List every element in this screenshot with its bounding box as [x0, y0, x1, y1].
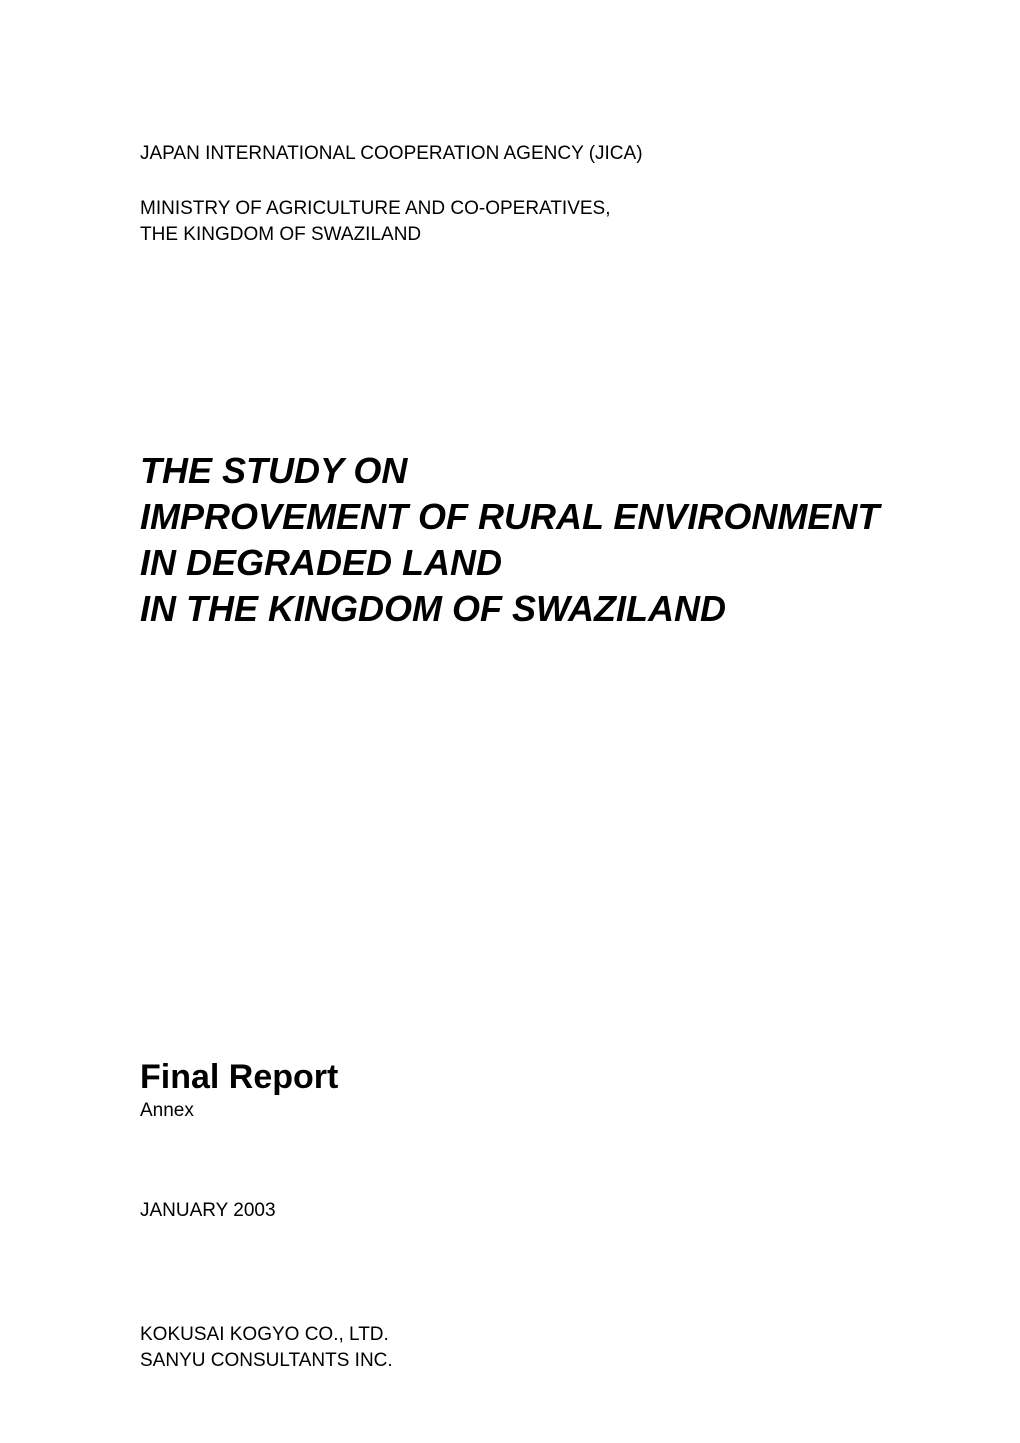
report-type-label: Final Report [140, 1058, 338, 1097]
ministry-line-1: MINISTRY OF AGRICULTURE AND CO-OPERATIVE… [140, 198, 611, 219]
company-line-1: KOKUSAI KOGYO CO., LTD. [140, 1324, 389, 1345]
title-line-2: IMPROVEMENT OF RURAL ENVIRONMENT [140, 494, 960, 540]
annex-label: Annex [140, 1100, 194, 1122]
company-line-2: SANYU CONSULTANTS INC. [140, 1350, 393, 1371]
cover-page: JAPAN INTERNATIONAL COOPERATION AGENCY (… [0, 0, 1020, 1443]
companies-block: KOKUSAI KOGYO CO., LTD. SANYU CONSULTANT… [140, 1322, 393, 1373]
ministry-block: MINISTRY OF AGRICULTURE AND CO-OPERATIVE… [140, 196, 611, 247]
agency-line: JAPAN INTERNATIONAL COOPERATION AGENCY (… [140, 140, 643, 169]
title-line-1: THE STUDY ON [140, 448, 960, 494]
title-line-4: IN THE KINGDOM OF SWAZILAND [140, 586, 960, 632]
agency-name: JAPAN INTERNATIONAL COOPERATION AGENCY (… [140, 140, 643, 169]
report-title: THE STUDY ON IMPROVEMENT OF RURAL ENVIRO… [140, 448, 960, 632]
ministry-line-2: THE KINGDOM OF SWAZILAND [140, 224, 421, 245]
title-line-3: IN DEGRADED LAND [140, 540, 960, 586]
report-date: JANUARY 2003 [140, 1200, 276, 1222]
